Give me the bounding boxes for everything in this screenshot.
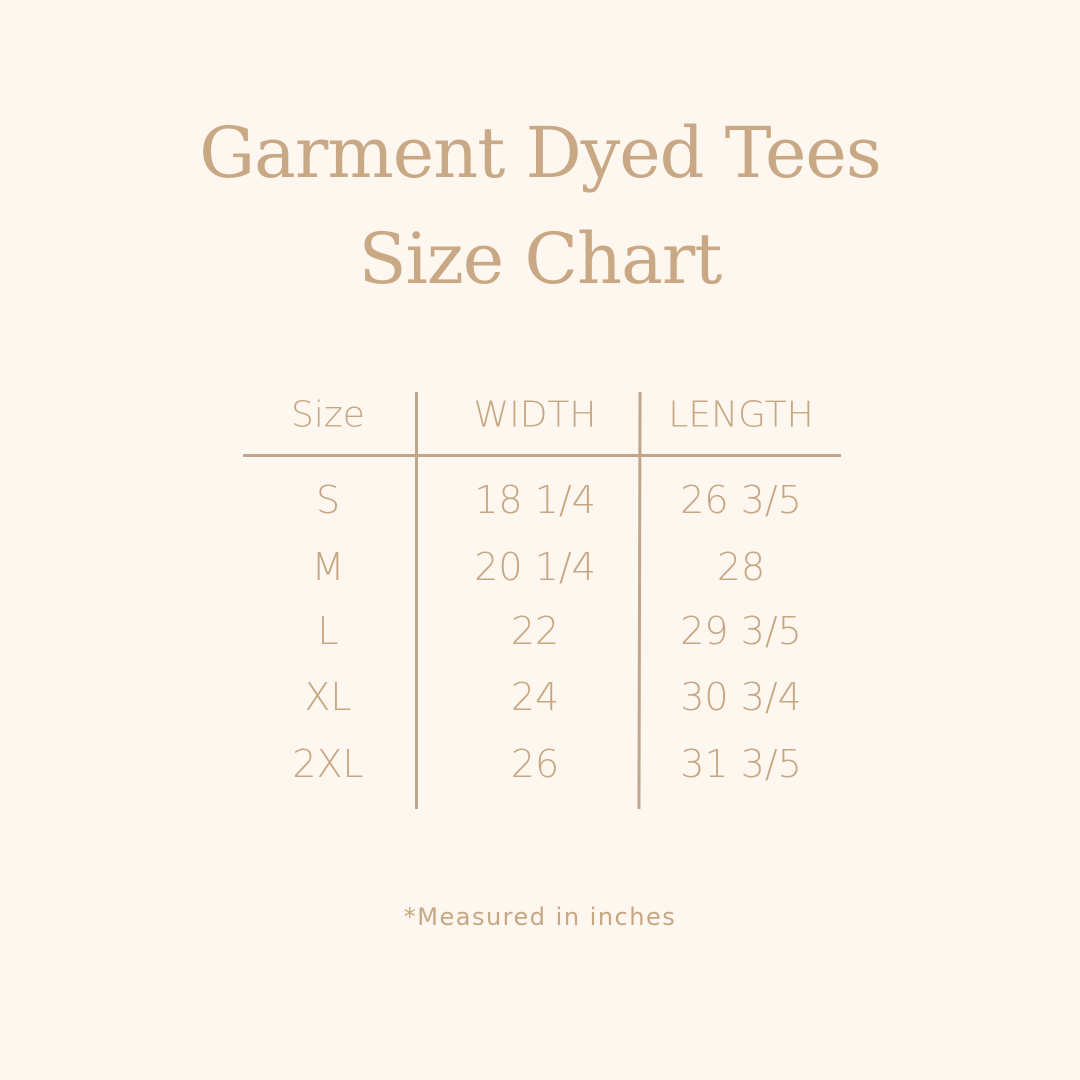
title-line-1: Garment Dyed Tees	[199, 112, 882, 194]
table-cell-size: XL	[304, 675, 352, 719]
column-divider-1	[415, 392, 418, 809]
table-cell-length: 31 3/5	[680, 742, 802, 786]
footnote: *Measured in inches	[403, 903, 677, 931]
table-cell-length: 26 3/5	[680, 478, 802, 522]
table-cell-size: L	[317, 609, 339, 653]
table-cell-length: 29 3/5	[680, 609, 802, 653]
table-cell-size: M	[311, 545, 345, 589]
header-divider	[243, 454, 841, 457]
table-cell-length: 28	[716, 545, 766, 589]
table-cell-size: S	[315, 478, 341, 522]
table-cell-width: 18 1/4	[474, 478, 596, 522]
column-header-width: WIDTH	[473, 394, 597, 436]
table-cell-width: 22	[510, 609, 560, 653]
table-cell-size: 2XL	[292, 742, 364, 786]
table-cell-width: 26	[510, 742, 560, 786]
column-header-length: LENGTH	[668, 394, 814, 436]
table-cell-width: 24	[510, 675, 560, 719]
title-line-2: Size Chart	[358, 218, 723, 300]
table-cell-length: 30 3/4	[680, 675, 802, 719]
table-cell-width: 20 1/4	[474, 545, 596, 589]
column-header-size: Size	[291, 394, 365, 436]
